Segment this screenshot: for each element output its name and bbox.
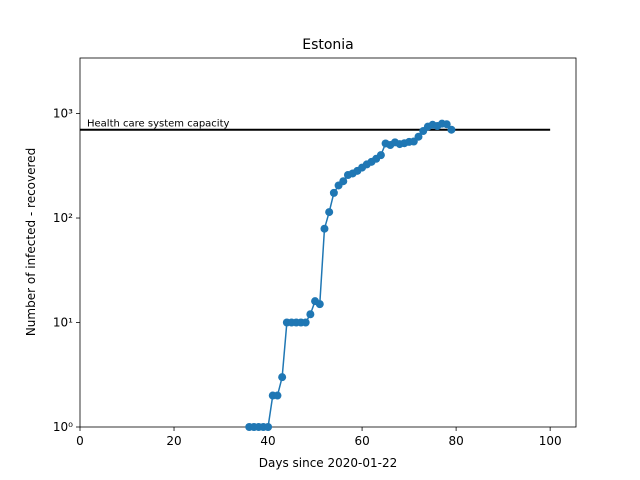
x-tick-label: 0 [76,434,84,448]
data-point [278,373,287,382]
data-point [414,132,423,141]
y-tick-label: 10⁰ [53,420,73,434]
x-tick-label: 20 [166,434,181,448]
data-point [273,391,282,400]
data-point [442,120,451,129]
data-point [320,224,329,233]
data-point [329,188,338,197]
y-tick-label: 10³ [53,107,73,121]
y-tick-label: 10² [53,211,73,225]
y-tick-label: 10¹ [53,316,73,330]
data-point [315,300,324,309]
x-tick-label: 40 [260,434,275,448]
data-point [339,177,348,186]
data-point [447,125,456,134]
data-point [301,318,310,327]
y-axis-label: Number of infected - recovered [24,148,38,336]
x-axis-label: Days since 2020-01-22 [259,456,398,470]
x-tick-label: 100 [539,434,562,448]
data-point [325,208,334,217]
chart-title: Estonia [302,37,354,53]
data-point [306,310,315,319]
x-tick-label: 80 [448,434,463,448]
capacity-label: Health care system capacity [87,119,229,130]
plot-frame [79,57,577,428]
x-tick-label: 60 [354,434,369,448]
data-point [264,423,273,431]
data-point [376,151,385,160]
